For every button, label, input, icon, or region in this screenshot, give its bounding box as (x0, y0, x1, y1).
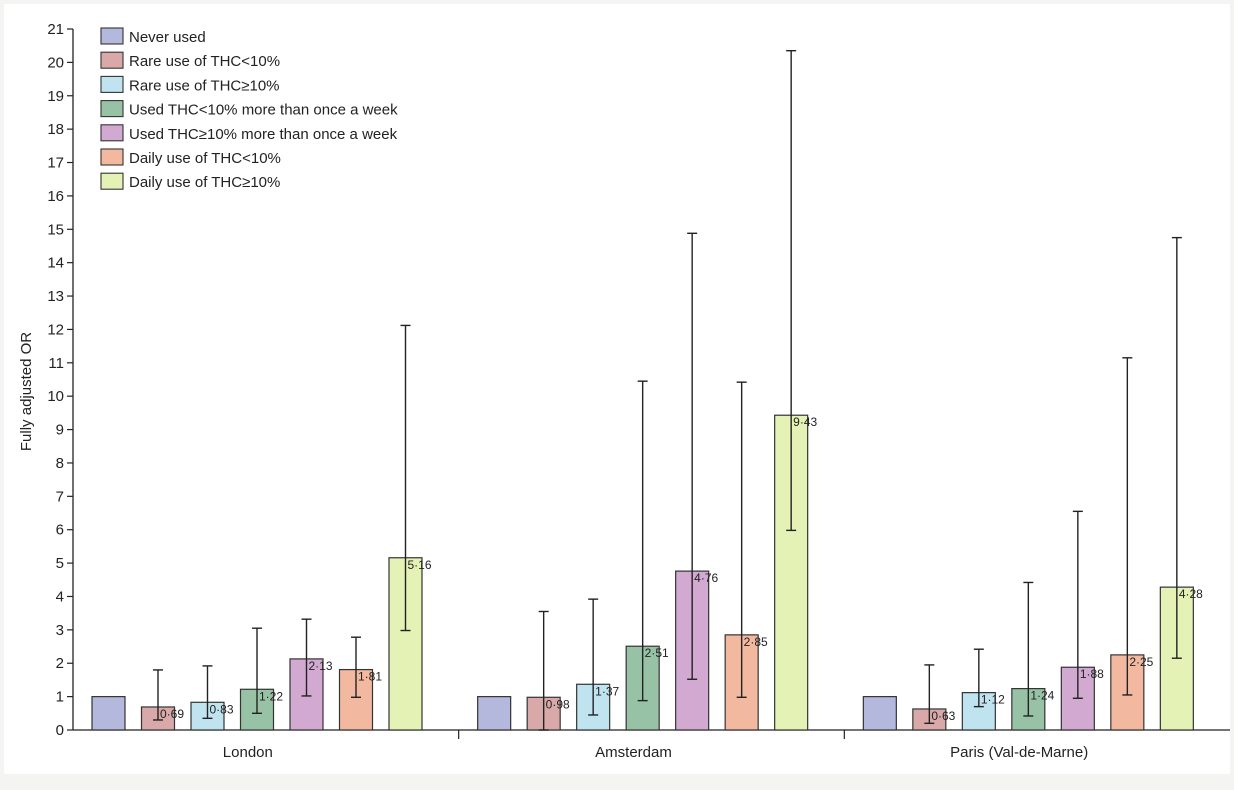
x-category-label: Amsterdam (595, 744, 672, 761)
legend-label: Never used (129, 29, 206, 46)
legend-label: Rare use of THC<10% (129, 53, 280, 70)
legend-label: Used THC<10% more than once a week (129, 102, 398, 119)
legend-swatch (100, 75, 124, 93)
axes: 0123456789101112131415161718192021Fully … (18, 21, 1230, 761)
data-label: 0·69 (160, 707, 184, 721)
y-tick-label: 2 (56, 655, 64, 672)
y-tick-label: 11 (48, 355, 64, 372)
bars-layer: 0·69 0·83 1·22 2·13 1·81 5·16 0·98 1·37 2·51 4·76… (91, 49, 1203, 731)
y-tick-label: 20 (47, 54, 64, 71)
data-label: 2·13 (309, 659, 333, 673)
y-tick-label: 7 (56, 488, 64, 505)
legend-label: Rare use of THC≥10% (129, 77, 280, 94)
data-label: 2·51 (645, 646, 669, 660)
data-label: 1·12 (981, 693, 1005, 707)
data-label: 1·88 (1080, 667, 1104, 681)
data-label: 5·16 (408, 558, 432, 572)
legend: Never used Rare use of THC<10% Rare use of… (100, 27, 398, 191)
data-label: 1·81 (358, 670, 382, 684)
y-tick-label: 4 (56, 588, 64, 605)
y-tick-label: 8 (56, 455, 64, 472)
y-tick-label: 16 (47, 188, 64, 205)
legend-swatch (100, 51, 124, 69)
legend-swatch (100, 27, 124, 45)
y-tick-label: 6 (56, 522, 64, 539)
legend-label: Daily use of THC<10% (129, 150, 281, 167)
data-label: 9·43 (793, 415, 817, 429)
legend-swatch (100, 124, 124, 142)
y-tick-label: 18 (47, 121, 64, 138)
y-tick-label: 19 (47, 88, 64, 105)
y-tick-label: 17 (47, 155, 64, 172)
legend-swatch (100, 148, 124, 166)
data-label: 2·25 (1129, 655, 1153, 669)
y-axis-title: Fully adjusted OR (18, 332, 35, 451)
data-label: 4·76 (694, 571, 718, 585)
data-label: 4·28 (1179, 587, 1203, 601)
legend-swatch (100, 172, 124, 190)
data-label: 1·22 (259, 689, 283, 703)
bar (477, 696, 512, 731)
legend-label: Daily use of THC≥10% (129, 174, 280, 191)
y-tick-label: 21 (47, 21, 64, 38)
y-tick-label: 15 (47, 221, 64, 238)
y-tick-label: 1 (56, 689, 64, 706)
y-tick-label: 12 (47, 321, 64, 338)
y-tick-label: 13 (47, 288, 64, 305)
y-tick-label: 10 (47, 388, 64, 405)
y-tick-label: 0 (56, 722, 64, 739)
legend-label: Used THC≥10% more than once a week (129, 126, 398, 143)
data-label: 0·83 (210, 702, 234, 716)
y-tick-label: 3 (56, 622, 64, 639)
data-label: 0·98 (546, 697, 570, 711)
bar (91, 696, 126, 731)
data-label: 1·37 (595, 684, 619, 698)
y-tick-label: 14 (47, 255, 64, 272)
x-category-label: Paris (Val-de-Marne) (950, 744, 1088, 761)
data-label: 1·24 (1030, 689, 1054, 703)
data-label: 2·85 (744, 635, 768, 649)
y-tick-label: 9 (56, 422, 64, 439)
x-category-label: London (223, 744, 273, 761)
y-tick-label: 5 (56, 555, 64, 572)
chart-svg: 0123456789101112131415161718192021Fully … (18, 21, 1230, 761)
legend-swatch (100, 100, 124, 118)
chart-figure: 0 1 2 3 4 5 6 7 8 9 10 11 12 13 14 15 16 17 18 19 20 21 Fully … (4, 4, 1230, 774)
bar (862, 696, 897, 731)
data-label: 0·63 (931, 709, 955, 723)
